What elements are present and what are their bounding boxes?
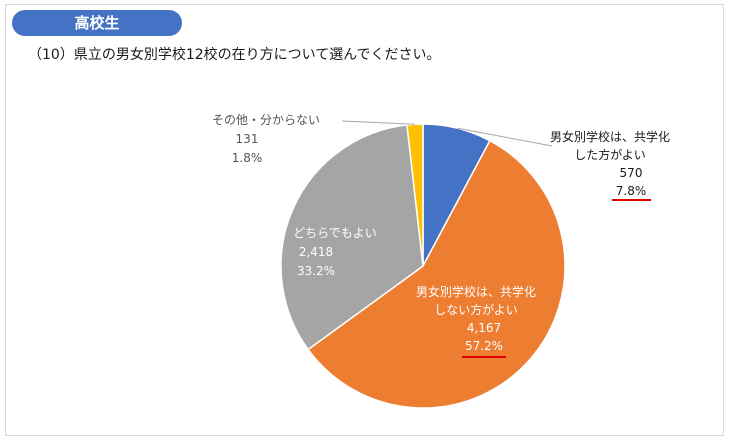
pie-slice-keep [307,139,566,409]
label-either-count: 2,418 [299,245,333,259]
label-other-count: 131 [236,132,259,146]
label-coed-line2: した方がよい [574,147,645,162]
label-other: その他・分からない 131 1.8% [212,113,320,165]
chart-frame [5,4,724,436]
label-coed: 男女別学校は、共学化 した方がよい 570 7.8% [550,129,670,201]
question-title: （10）県立の男女別学校12校の在り方について選んでください。 [28,47,441,63]
label-coed-line1: 男女別学校は、共学化 [550,129,670,144]
leader-line-coed [457,127,553,147]
label-either: どちらでもよい 2,418 33.2% [293,226,377,278]
label-either-percent: 33.2% [297,264,335,278]
leader-line-other [341,120,415,125]
label-keep-count: 4,167 [467,321,501,335]
category-badge: 高校生 [12,10,182,36]
label-other-percent: 1.8% [232,151,263,165]
label-keep-line2: しない方がよい [434,302,517,317]
label-coed-percent: 7.8% [616,184,647,198]
pie-slices [280,123,566,409]
label-keep: 男女別学校は、共学化 しない方がよい 4,167 57.2% [416,284,536,358]
pie-slice-either [280,124,424,351]
label-keep-line1: 男女別学校は、共学化 [416,284,536,299]
label-other-line1: その他・分からない [212,113,320,127]
label-coed-count: 570 [620,166,643,180]
label-keep-percent: 57.2% [465,339,503,353]
label-either-line1: どちらでもよい [293,226,377,240]
leader-lines [341,120,553,147]
